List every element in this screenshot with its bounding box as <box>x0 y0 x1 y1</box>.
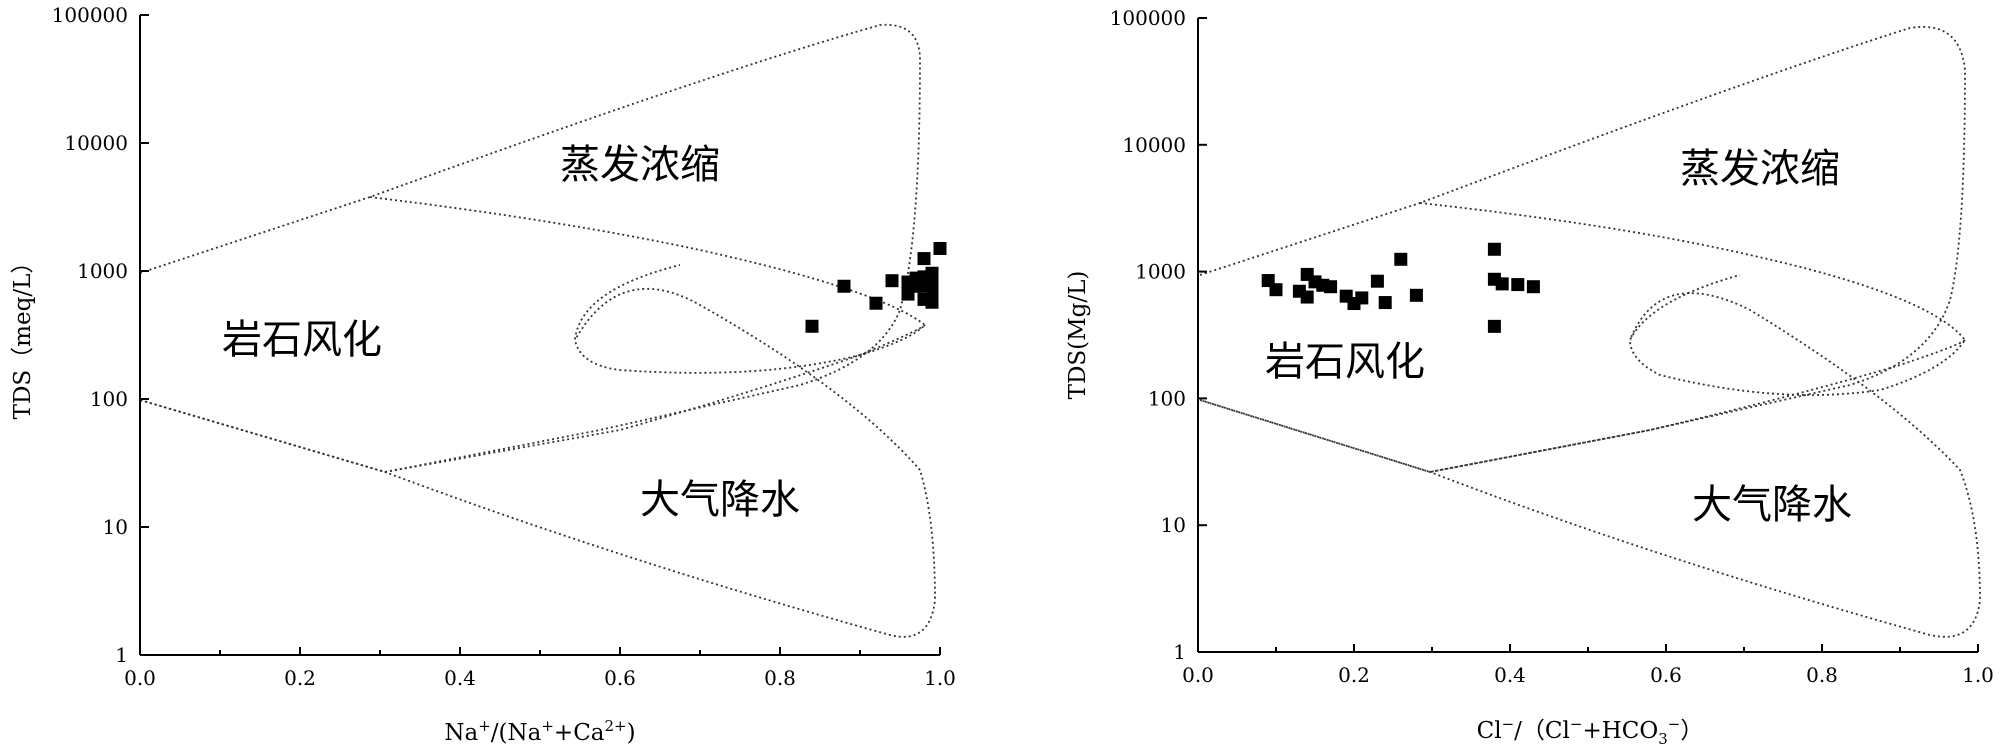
left-ticks: 0.0 0.2 0.4 0.6 0.8 1.0 1 10 100 1000 10000 100000 <box>52 3 956 690</box>
left-x-axis-title: Na+/(Na++Ca2+) <box>444 717 635 746</box>
left-y-axis-title: TDS（meq/L） <box>10 251 36 420</box>
left-x-tick-label: 0.6 <box>604 666 636 690</box>
right-data-point <box>1324 280 1338 294</box>
left-data-point <box>885 274 899 288</box>
right-x-tick-label: 0.4 <box>1494 663 1526 687</box>
left-data-point <box>925 295 939 309</box>
right-data-point <box>1394 252 1408 266</box>
right-ticks: 0.0 0.2 0.4 0.6 0.8 1.0 1 10 100 1000 10000 100000 <box>1110 6 1994 687</box>
right-y-tick-label: 1 <box>1173 640 1186 664</box>
left-y-tick-label: 100000 <box>52 3 128 27</box>
right-y-tick-label: 100000 <box>1110 6 1186 30</box>
left-gibbs-chart: 0.0 0.2 0.4 0.6 0.8 1.0110100100010000100000 … <box>10 3 956 746</box>
left-x-tick-label: 0.8 <box>764 666 796 690</box>
right-x-tick-label: 0.2 <box>1338 663 1370 687</box>
right-data-point <box>1378 296 1392 310</box>
right-data-point <box>1409 288 1423 302</box>
right-data-point <box>1511 278 1525 292</box>
left-y-tick-label: 1000 <box>77 259 128 283</box>
right-rock-envelope <box>1419 202 1967 396</box>
left-y-tick-label: 1 <box>115 643 128 667</box>
right-precipitation-envelope <box>1429 339 1966 473</box>
right-data-point <box>1487 242 1501 256</box>
right-y-tick-label: 100 <box>1148 386 1186 410</box>
left-data-point <box>933 241 947 255</box>
right-region-label-precipitation: 大气降水 <box>1692 482 1852 528</box>
right-y-tick-label: 1000 <box>1135 260 1186 284</box>
right-lower-envelope <box>1199 292 1981 638</box>
right-x-axis-title: Cl−/（Cl−+HCO3−） <box>1477 715 1704 748</box>
right-y-axis-title: TDS(Mg/L) <box>1065 271 1091 400</box>
right-x-tick-label: 1.0 <box>1962 663 1994 687</box>
right-y-tick-label: 10 <box>1161 513 1186 537</box>
right-data-point <box>1526 280 1540 294</box>
right-evaporation-envelope <box>1199 26 1966 473</box>
left-lower-envelope <box>139 287 936 638</box>
right-data-point <box>1355 291 1369 305</box>
left-y-tick-label: 10 <box>103 515 128 539</box>
left-data-point <box>917 252 931 266</box>
left-data-point <box>837 279 851 293</box>
right-y-tick-label: 10000 <box>1122 133 1186 157</box>
left-region-label-evaporation: 蒸发浓缩 <box>560 142 720 188</box>
right-points <box>1261 242 1540 333</box>
left-y-tick-label: 100 <box>90 387 128 411</box>
left-data-point <box>805 319 819 333</box>
left-data-point <box>869 296 883 310</box>
right-data-point <box>1300 290 1314 304</box>
right-data-point <box>1495 277 1509 291</box>
left-region-label-precipitation: 大气降水 <box>640 477 800 523</box>
left-x-tick-label: 1.0 <box>924 666 956 690</box>
right-x-tick-label: 0.8 <box>1806 663 1838 687</box>
right-data-point <box>1370 274 1384 288</box>
left-envelopes <box>139 23 936 638</box>
right-data-point <box>1269 283 1283 297</box>
right-x-tick-label: 0.6 <box>1650 663 1682 687</box>
right-gibbs-chart: 0.0 0.2 0.4 0.6 0.8 1.0110100100010000100000 … <box>1065 6 1994 748</box>
left-x-tick-label: 0.0 <box>124 666 156 690</box>
left-x-tick-label: 0.4 <box>444 666 476 690</box>
left-points <box>805 241 947 333</box>
left-region-label-rock: 岩石风化 <box>222 317 382 363</box>
left-x-tick-label: 0.2 <box>284 666 316 690</box>
left-y-tick-label: 10000 <box>64 131 128 155</box>
left-precipitation-envelope <box>384 324 926 473</box>
left-data-point <box>925 285 939 299</box>
left-evaporation-envelope <box>139 23 921 473</box>
right-x-tick-label: 0.0 <box>1182 663 1214 687</box>
right-region-label-rock: 岩石风化 <box>1265 339 1425 385</box>
right-data-point <box>1487 319 1501 333</box>
right-envelopes <box>1199 26 1981 638</box>
right-region-label-evaporation: 蒸发浓缩 <box>1680 146 1840 192</box>
